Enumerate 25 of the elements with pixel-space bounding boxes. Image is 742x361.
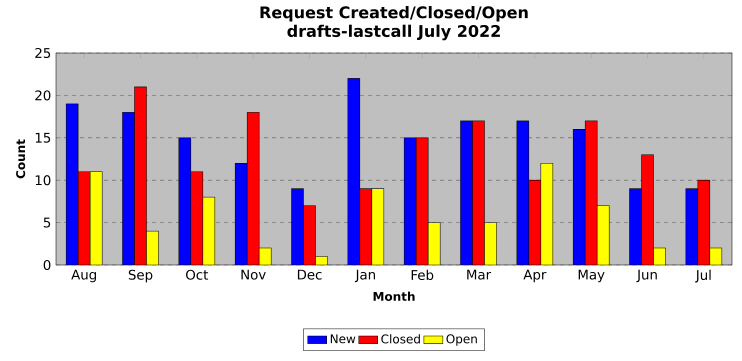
x-tick-label: Jun: [636, 270, 657, 282]
x-tick-label: Dec: [298, 270, 322, 280]
y-tick-label: 10: [36, 175, 50, 186]
x-tick-label: Jan: [354, 270, 375, 282]
x-tick-label: Mar: [467, 270, 492, 280]
chart-subtitle: drafts-lastcall July 2022: [287, 24, 500, 40]
x-tick-label: Apr: [523, 270, 546, 282]
legend-label: Closed: [381, 334, 420, 344]
y-axis-title: Count: [16, 139, 26, 178]
legend-label: Open: [446, 334, 477, 346]
x-axis-title: Month: [374, 292, 415, 301]
y-tick-label: 25: [35, 48, 50, 58]
y-tick-label: 0: [44, 260, 50, 270]
x-tick-label: May: [578, 270, 605, 282]
x-tick-label: Oct: [186, 270, 208, 280]
x-tick-label: Sep: [128, 270, 152, 282]
x-tick-label: Nov: [241, 270, 266, 280]
chart-title: Request Created/Closed/Open: [260, 6, 528, 22]
x-tick-label: Jul: [695, 270, 711, 283]
y-tick-label: 15: [36, 132, 50, 143]
legend-label: New: [330, 334, 356, 344]
x-tick-label: Feb: [412, 270, 434, 280]
y-tick-label: 20: [35, 90, 50, 100]
y-tick-label: 5: [44, 218, 50, 228]
x-tick-label: Aug: [71, 270, 96, 282]
